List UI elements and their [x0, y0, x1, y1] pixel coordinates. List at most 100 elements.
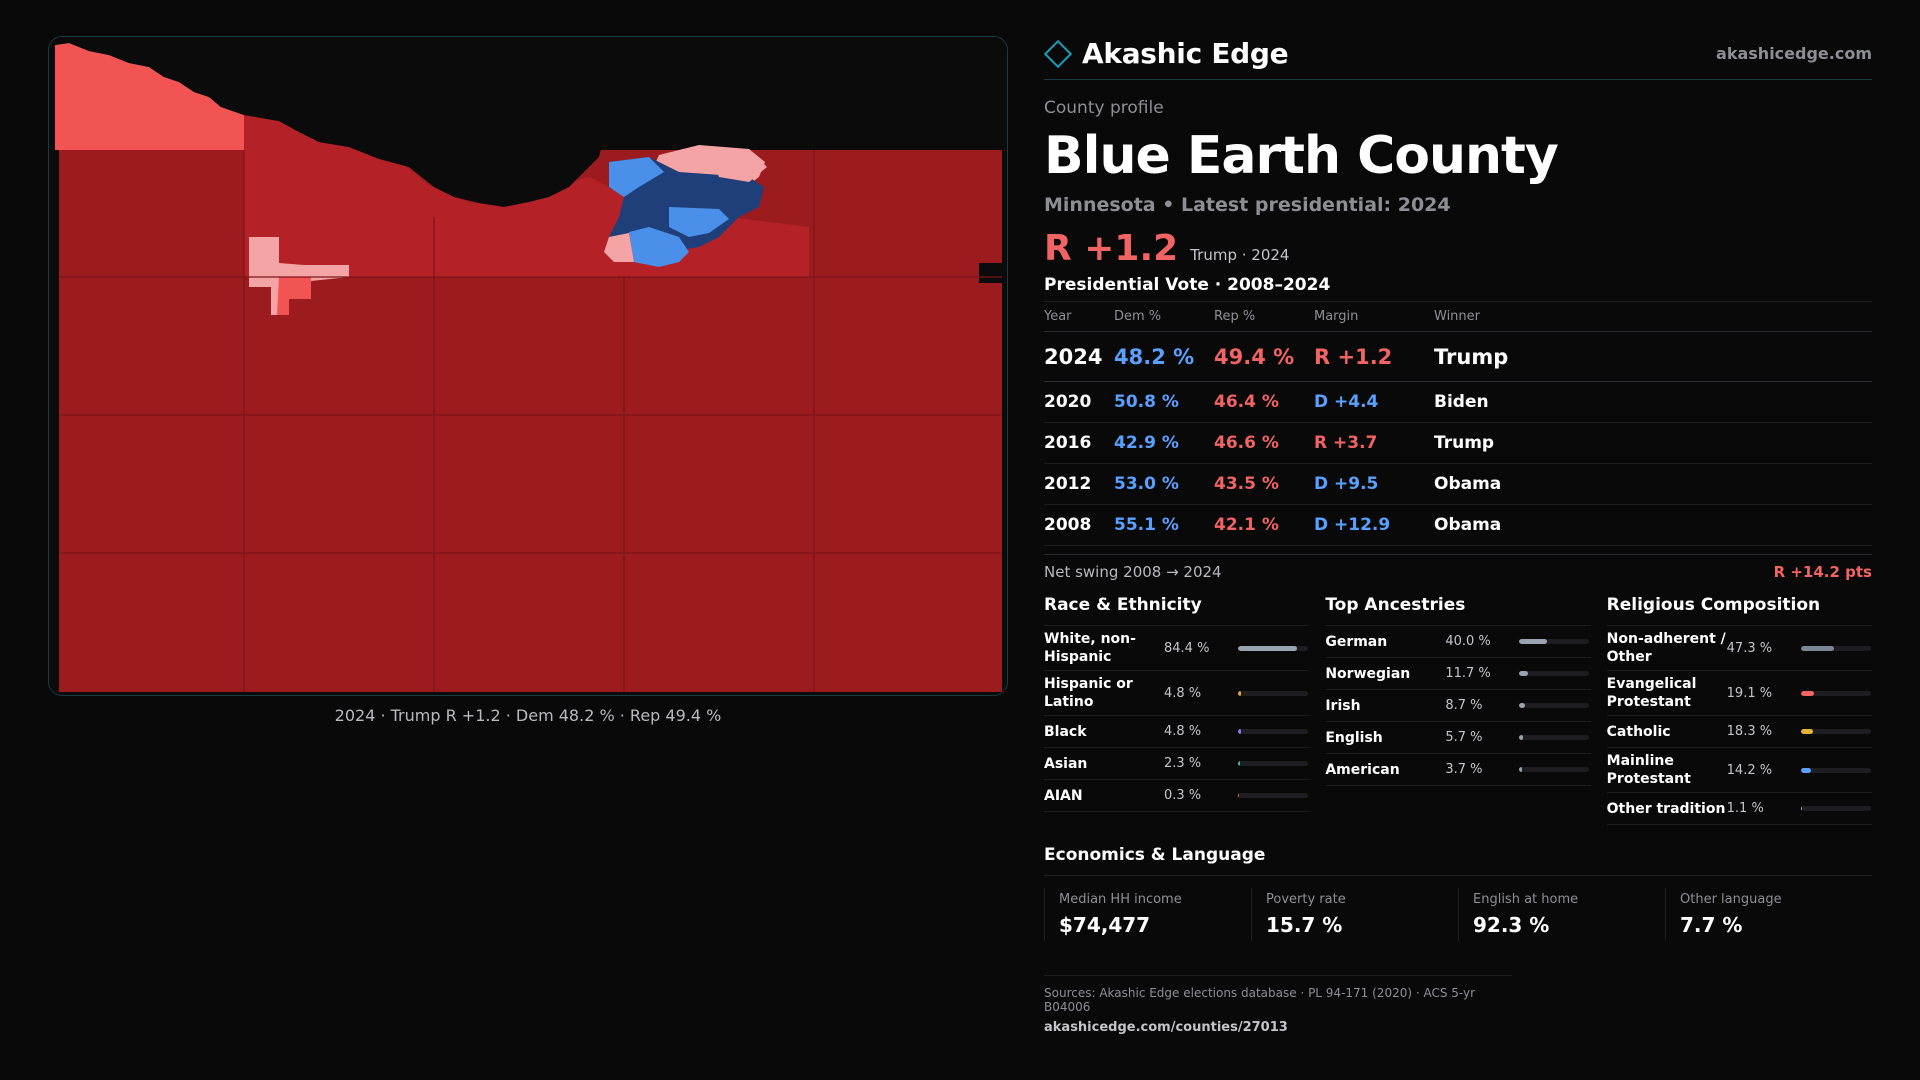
item-value: 8.7 %	[1445, 698, 1483, 713]
economics-title: Economics & Language	[1044, 845, 1872, 876]
table-row: 2016 42.9 % 46.6 % R +3.7 Trump	[1044, 422, 1872, 464]
share-bar	[1238, 645, 1308, 651]
item-label: Other tradition	[1606, 800, 1726, 817]
share-bar	[1519, 639, 1590, 644]
cell-rep-pct: 46.4 %	[1214, 381, 1314, 423]
item-value: 47.3 %	[1726, 640, 1773, 656]
brand-name: Akashic Edge	[1082, 37, 1289, 70]
cell-year: 2024	[1044, 331, 1114, 382]
kicker: County profile	[1044, 98, 1164, 118]
share-bar-fill	[1238, 793, 1240, 798]
header-bar: Akashic Edge akashicedge.com	[1043, 30, 1872, 80]
item-value: 5.7 %	[1445, 730, 1483, 745]
cell-rep-pct: 49.4 %	[1214, 331, 1314, 382]
econ-value: 7.7 %	[1680, 913, 1743, 937]
brand-url-link[interactable]: akashicedge.com	[1716, 44, 1872, 63]
item-value: 3.7 %	[1445, 762, 1483, 777]
cell-winner: Obama	[1434, 504, 1872, 546]
race-title: Race & Ethnicity	[1044, 595, 1310, 626]
brand[interactable]: Akashic Edge	[1043, 37, 1289, 70]
cell-winner: Biden	[1434, 381, 1872, 423]
cell-winner: Obama	[1434, 463, 1872, 505]
cell-year: 2008	[1044, 504, 1114, 546]
cell-winner: Trump	[1434, 331, 1872, 382]
item-label: Mainline Protestant	[1606, 753, 1691, 787]
headline-note: Trump · 2024	[1190, 246, 1290, 264]
ancestry-title: Top Ancestries	[1325, 595, 1591, 626]
item-value: 18.3 %	[1726, 724, 1773, 739]
item-value: 0.3 %	[1164, 788, 1202, 803]
item-value: 1.1 %	[1726, 801, 1764, 816]
cell-rep-pct: 42.1 %	[1214, 504, 1314, 546]
col-header-year: Year	[1044, 301, 1114, 332]
cell-dem-pct: 53.0 %	[1114, 463, 1214, 505]
map-precinct-river-west	[244, 115, 519, 277]
list-item: White, non-Hispanic 84.4 %	[1044, 626, 1310, 671]
share-bar-fill	[1519, 639, 1548, 644]
share-bar-fill	[1238, 645, 1298, 651]
cell-rep-pct: 43.5 %	[1214, 463, 1314, 505]
cell-margin: R +3.7	[1314, 422, 1434, 464]
item-label: Hispanic or Latino	[1044, 676, 1133, 710]
table-header-row: Year Dem % Rep % Margin Winner	[1044, 301, 1872, 332]
cell-margin: D +12.9	[1314, 504, 1434, 546]
share-bar	[1800, 645, 1871, 651]
share-bar-fill	[1800, 806, 1803, 811]
share-bar-fill	[1238, 729, 1242, 734]
religion-title: Religious Composition	[1606, 595, 1872, 626]
item-label: Evangelical Protestant	[1606, 676, 1697, 710]
net-swing-label: Net swing 2008 → 2024	[1044, 563, 1222, 581]
cell-year: 2020	[1044, 381, 1114, 423]
list-item: Irish 8.7 %	[1325, 690, 1591, 722]
share-bar	[1800, 767, 1871, 773]
item-value: 4.8 %	[1164, 724, 1202, 739]
list-item: German 40.0 %	[1325, 626, 1591, 658]
item-value: 84.4 %	[1164, 640, 1210, 656]
presidential-vote-table: Year Dem % Rep % Margin Winner 2024 48.2 …	[1044, 301, 1872, 546]
map-precinct-town-west	[249, 237, 349, 315]
item-value: 14.2 %	[1726, 762, 1773, 778]
item-value: 2.3 %	[1164, 756, 1202, 771]
econ-label: English at home	[1473, 892, 1579, 907]
econ-poverty-rate: Poverty rate 15.7 %	[1251, 888, 1458, 941]
item-label: Black	[1044, 723, 1087, 740]
headline-result: R +1.2 Trump · 2024	[1044, 228, 1872, 269]
item-value: 19.1 %	[1726, 685, 1773, 701]
vote-table-title: Presidential Vote · 2008–2024	[1044, 275, 1331, 295]
county-permalink[interactable]: akashicedge.com/counties/27013	[1044, 1020, 1288, 1035]
econ-median-income: Median HH income $74,477	[1044, 888, 1251, 941]
share-bar-fill	[1238, 761, 1240, 766]
headline-margin: R +1.2	[1044, 228, 1179, 269]
item-label: English	[1325, 729, 1383, 746]
item-label: Irish	[1325, 697, 1361, 714]
sources-text: Sources: Akashic Edge elections database…	[1044, 986, 1476, 1014]
list-item: Asian 2.3 %	[1044, 748, 1310, 780]
share-bar	[1238, 761, 1308, 766]
list-item: Black 4.8 %	[1044, 716, 1310, 748]
cell-dem-pct: 55.1 %	[1114, 504, 1214, 546]
list-item: Other tradition 1.1 %	[1606, 793, 1872, 825]
share-bar	[1238, 793, 1308, 798]
item-label: White, non-Hispanic	[1044, 631, 1136, 665]
map-city-blue-central	[669, 207, 729, 237]
net-swing-value: R +14.2 pts	[1773, 563, 1872, 581]
cell-winner: Trump	[1434, 422, 1872, 464]
share-bar	[1519, 767, 1590, 772]
map-city-blue-south	[629, 227, 689, 267]
precinct-map[interactable]	[48, 36, 1008, 696]
cell-year: 2016	[1044, 422, 1114, 464]
share-bar	[1800, 729, 1871, 734]
map-precinct-northwest	[55, 43, 244, 150]
econ-other-language: Other language 7.7 %	[1665, 888, 1872, 941]
page-title: Blue Earth County	[1044, 126, 1559, 186]
religion-section: Religious Composition Non-adherent / Oth…	[1606, 595, 1872, 825]
list-item: Mainline Protestant 14.2 %	[1606, 748, 1872, 793]
list-item: Norwegian 11.7 %	[1325, 658, 1591, 690]
cell-margin: D +4.4	[1314, 381, 1434, 423]
item-value: 11.7 %	[1445, 666, 1491, 681]
page-subtitle: Minnesota • Latest presidential: 2024	[1044, 194, 1451, 216]
list-item: AIAN 0.3 %	[1044, 780, 1310, 812]
cell-dem-pct: 48.2 %	[1114, 331, 1214, 382]
table-row: 2020 50.8 % 46.4 % D +4.4 Biden	[1044, 381, 1872, 423]
econ-label: Other language	[1680, 892, 1782, 907]
